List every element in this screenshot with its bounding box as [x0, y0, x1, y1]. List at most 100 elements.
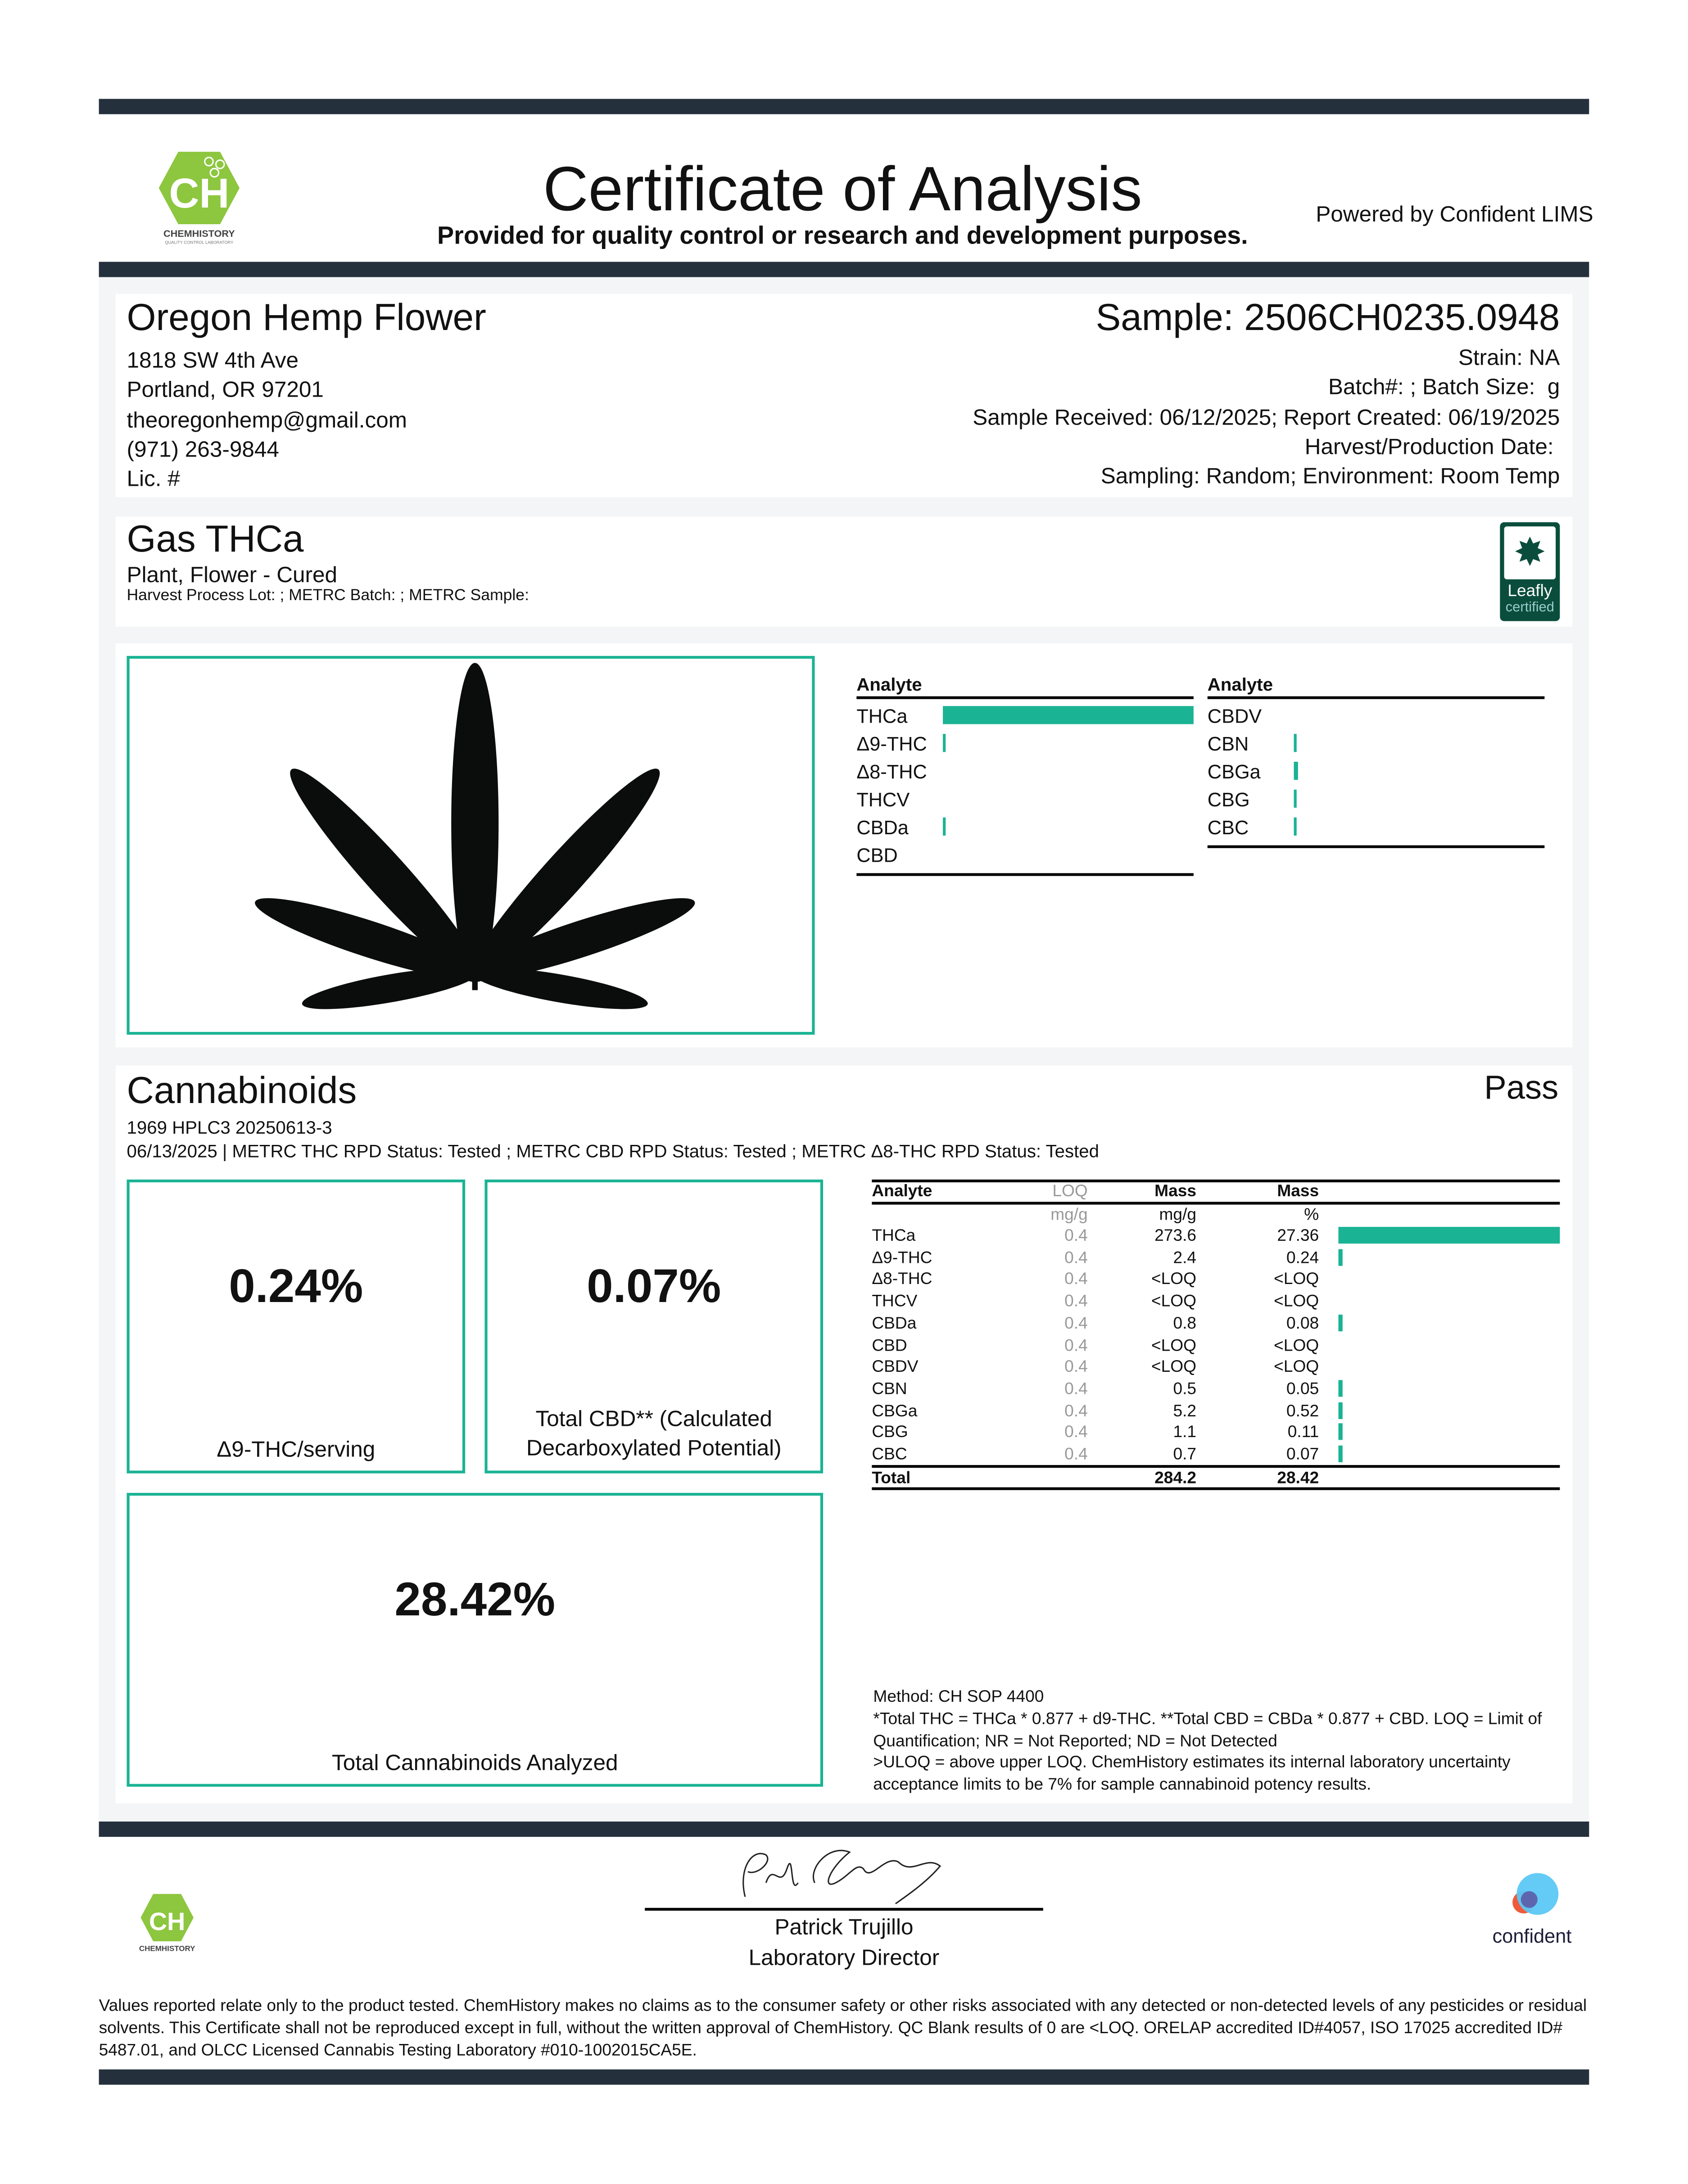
- total-cbd-label-1: Total CBD** (Calculated: [535, 1408, 772, 1432]
- mass-bar-THCa: [1338, 1227, 1560, 1244]
- sample-dates: Sample Received: 06/12/2025; Report Crea…: [973, 406, 1560, 430]
- mass-bar-CBG: [1338, 1424, 1342, 1441]
- summary-analyte-label: THCa: [856, 705, 908, 727]
- total-cbd-box: 0.07% Total CBD** (Calculated Decarboxyl…: [484, 1179, 824, 1474]
- table-bottom-rule: [872, 1487, 1560, 1490]
- summary-analyte-label: CBN: [1207, 733, 1249, 755]
- footer-divider: [99, 1821, 1589, 1837]
- pass-status: Pass: [1484, 1069, 1559, 1108]
- client-email: theoregonhemp@gmail.com: [127, 409, 407, 433]
- summary-bar-CBG: [1294, 789, 1297, 808]
- mass-bar-CBGa: [1338, 1402, 1343, 1419]
- loq-value: 0.4: [1064, 1313, 1088, 1333]
- analyte-name: CBD: [872, 1334, 907, 1355]
- mass-mg-value: 5.2: [1173, 1400, 1197, 1420]
- loq-value: 0.4: [1064, 1225, 1088, 1245]
- mass-mg-value: <LOQ: [1151, 1291, 1197, 1311]
- mass-pct-value: 0.11: [1287, 1422, 1319, 1442]
- mass-pct-value: <LOQ: [1274, 1357, 1319, 1376]
- summary-analyte-label: CBDa: [856, 816, 909, 839]
- analyte-name: CBG: [872, 1422, 908, 1442]
- mass-pct-value: 0.05: [1286, 1378, 1319, 1398]
- cannabinoids-title: Cannabinoids: [127, 1069, 357, 1112]
- formula-note: *Total THC = THCa * 0.877 + d9-THC. **To…: [873, 1708, 1542, 1750]
- leafly-certified-text: certified: [1505, 600, 1555, 616]
- confident-circles-icon: [1512, 1873, 1559, 1915]
- instrument-id: 1969 HPLC3 20250613-3: [127, 1117, 332, 1138]
- confident-text: confident: [1492, 1924, 1572, 1947]
- mass-pct-value: 0.52: [1286, 1400, 1319, 1420]
- product-image: [127, 656, 815, 1035]
- page-title: Certificate of Analysis: [543, 153, 1142, 225]
- client-details: 1818 SW 4th Ave Portland, OR 97201 theor…: [127, 347, 407, 495]
- top-divider: [99, 99, 1589, 114]
- header-divider: [99, 262, 1589, 277]
- total-mg: 284.2: [1154, 1467, 1197, 1487]
- loq-value: 0.4: [1064, 1269, 1088, 1289]
- mass-mg-value: 0.7: [1173, 1444, 1197, 1464]
- sample-harvest: Harvest/Production Date:: [1304, 435, 1560, 460]
- loq-value: 0.4: [1064, 1444, 1088, 1464]
- summary-bottom-rule: [1207, 845, 1545, 848]
- client-phone: (971) 263-9844: [127, 439, 279, 462]
- method-line: Method: CH SOP 4400: [873, 1686, 1044, 1706]
- summary-analyte-label: THCV: [856, 788, 910, 811]
- mass-mg-value: <LOQ: [1151, 1357, 1197, 1376]
- loq-value: 0.4: [1064, 1334, 1088, 1355]
- summary-analyte-label: CBDV: [1207, 705, 1262, 727]
- table-top-rule: [872, 1179, 1560, 1183]
- total-cannabinoids-label: Total Cannabinoids Analyzed: [331, 1752, 618, 1776]
- leafly-flower-icon: ✸: [1504, 526, 1556, 579]
- svg-text:CHEMHISTORY: CHEMHISTORY: [139, 1944, 195, 1953]
- mass-mg-value: <LOQ: [1151, 1334, 1197, 1355]
- analyte-name: Δ9-THC: [872, 1247, 932, 1267]
- svg-text:CHEMHISTORY: CHEMHISTORY: [163, 228, 235, 239]
- mass-pct-value: 0.07: [1286, 1444, 1319, 1464]
- mass-pct-value: <LOQ: [1274, 1291, 1319, 1311]
- svg-text:QUALITY CONTROL LABORATORY: QUALITY CONTROL LABORATORY: [165, 240, 233, 244]
- analyte-name: CBC: [872, 1444, 907, 1464]
- cannabis-leaf-icon: [255, 663, 695, 1009]
- confident-logo: confident: [1476, 1866, 1588, 1953]
- loq-value: 0.4: [1064, 1291, 1088, 1311]
- summary-analyte-label: CBC: [1207, 816, 1249, 839]
- mass-pct-value: 0.08: [1286, 1313, 1319, 1333]
- total-rule: [872, 1465, 1560, 1468]
- sample-details: Strain: NA Batch#: ; Batch Size: g Sampl…: [973, 344, 1560, 492]
- summary-bar-CBC: [1294, 817, 1297, 836]
- loq-value: 0.4: [1064, 1247, 1088, 1267]
- summary-chart-left: Analyte THCa Δ9-THC Δ8-THC THCV CBDa CBD: [856, 674, 1194, 876]
- product-name: Gas THCa: [127, 518, 304, 560]
- mass-pct-value: <LOQ: [1274, 1334, 1319, 1355]
- analyte-name: Δ8-THC: [872, 1269, 932, 1289]
- summary-analyte-label: CBGa: [1207, 760, 1261, 783]
- mass-mg-value: 2.4: [1173, 1247, 1197, 1267]
- page-subtitle: Provided for quality control or research…: [437, 221, 1248, 249]
- product-card: Gas THCa Plant, Flower - Cured Harvest P…: [115, 516, 1573, 627]
- client-address1: 1818 SW 4th Ave: [127, 349, 299, 373]
- total-label: Total: [872, 1467, 911, 1487]
- mass-mg-value: 0.8: [1173, 1313, 1197, 1333]
- client-address2: Portland, OR 97201: [127, 379, 324, 403]
- col-analyte: Analyte: [872, 1181, 932, 1201]
- sample-sampling: Sampling: Random; Environment: Room Temp: [1100, 465, 1560, 489]
- mass-mg-value: 273.6: [1154, 1225, 1197, 1245]
- loq-value: 0.4: [1064, 1378, 1088, 1398]
- svg-text:CH: CH: [169, 170, 229, 217]
- analyte-name: CBN: [872, 1378, 907, 1398]
- product-type: Plant, Flower - Cured: [127, 564, 338, 588]
- summary-bar-CBDa: [943, 817, 946, 836]
- summary-bar-THCa: [943, 706, 1194, 724]
- summary-analyte-label: CBG: [1207, 788, 1250, 811]
- summary-bar-CBGa: [1294, 761, 1299, 780]
- mass-pct-value: <LOQ: [1274, 1269, 1319, 1289]
- chemhistory-hex-small-icon: CH CHEMHISTORY: [139, 1894, 195, 1953]
- sample-strain: Strain: NA: [1458, 347, 1560, 371]
- client-card: Oregon Hemp Flower 1818 SW 4th Ave Portl…: [115, 294, 1573, 497]
- loq-value: 0.4: [1064, 1400, 1088, 1420]
- chemhistory-footer-logo: CH CHEMHISTORY: [138, 1886, 199, 1958]
- sample-id: Sample: 2506CH0235.0948: [1095, 296, 1560, 339]
- mass-bar-CBDa: [1338, 1314, 1342, 1331]
- signature: [731, 1841, 954, 1911]
- thc-serving-value: 0.24%: [229, 1260, 363, 1313]
